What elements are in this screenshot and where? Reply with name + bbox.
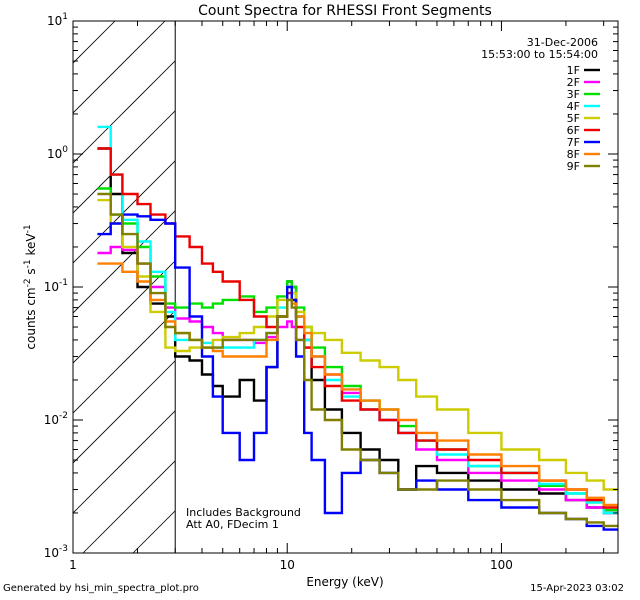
series-7F [97, 213, 618, 531]
hatch-mask [175, 21, 618, 553]
y-tick-label: 101 [47, 12, 68, 28]
date-label: 31-Dec-2006 [527, 36, 598, 49]
legend-label-6F: 6F [567, 124, 580, 137]
annotation-attenuator: Att A0, FDecim 1 [186, 518, 279, 531]
y-tick-labels: 10-3 10-2 10-1 100 101 [44, 12, 69, 560]
axis-ticks [72, 21, 618, 554]
generated-by-text: Generated by hsi_min_spectra_plot.pro [3, 583, 199, 594]
legend-label-7F: 7F [567, 136, 580, 149]
chart-title: Count Spectra for RHESSI Front Segments [198, 3, 492, 19]
x-tick-label: 100 [490, 558, 513, 572]
annotation-background: Includes Background [186, 506, 301, 519]
series-group [97, 125, 618, 531]
hatch-line [73, 21, 216, 164]
legend-label-5F: 5F [567, 112, 580, 125]
legend-label-1F: 1F [567, 64, 580, 77]
x-tick-label: 1 [69, 558, 77, 572]
x-tick-labels: 1 10 100 [69, 558, 513, 572]
legend-label-8F: 8F [567, 148, 580, 161]
y-tick-label: 10-2 [44, 411, 68, 427]
legend-label-3F: 3F [567, 88, 580, 101]
y-tick-label: 10-1 [44, 278, 68, 294]
legend-label-4F: 4F [567, 100, 580, 113]
hatched-region [73, 21, 618, 553]
legend-label-9F: 9F [567, 160, 580, 173]
y-tick-label: 100 [47, 145, 68, 161]
series-9F [97, 192, 618, 528]
timestamp-text: 15-Apr-2023 03:02 [530, 583, 624, 594]
y-tick-label: 10-3 [44, 544, 68, 560]
series-5F [97, 198, 618, 491]
legend-label-2F: 2F [567, 76, 580, 89]
y-axis-label: counts cm-2 s-1 keV-1 [23, 224, 38, 349]
x-axis-label: Energy (keV) [306, 575, 383, 589]
x-tick-label: 10 [280, 558, 295, 572]
time-range-label: 15:53:00 to 15:54:00 [481, 48, 598, 61]
hatch-line [73, 21, 166, 114]
